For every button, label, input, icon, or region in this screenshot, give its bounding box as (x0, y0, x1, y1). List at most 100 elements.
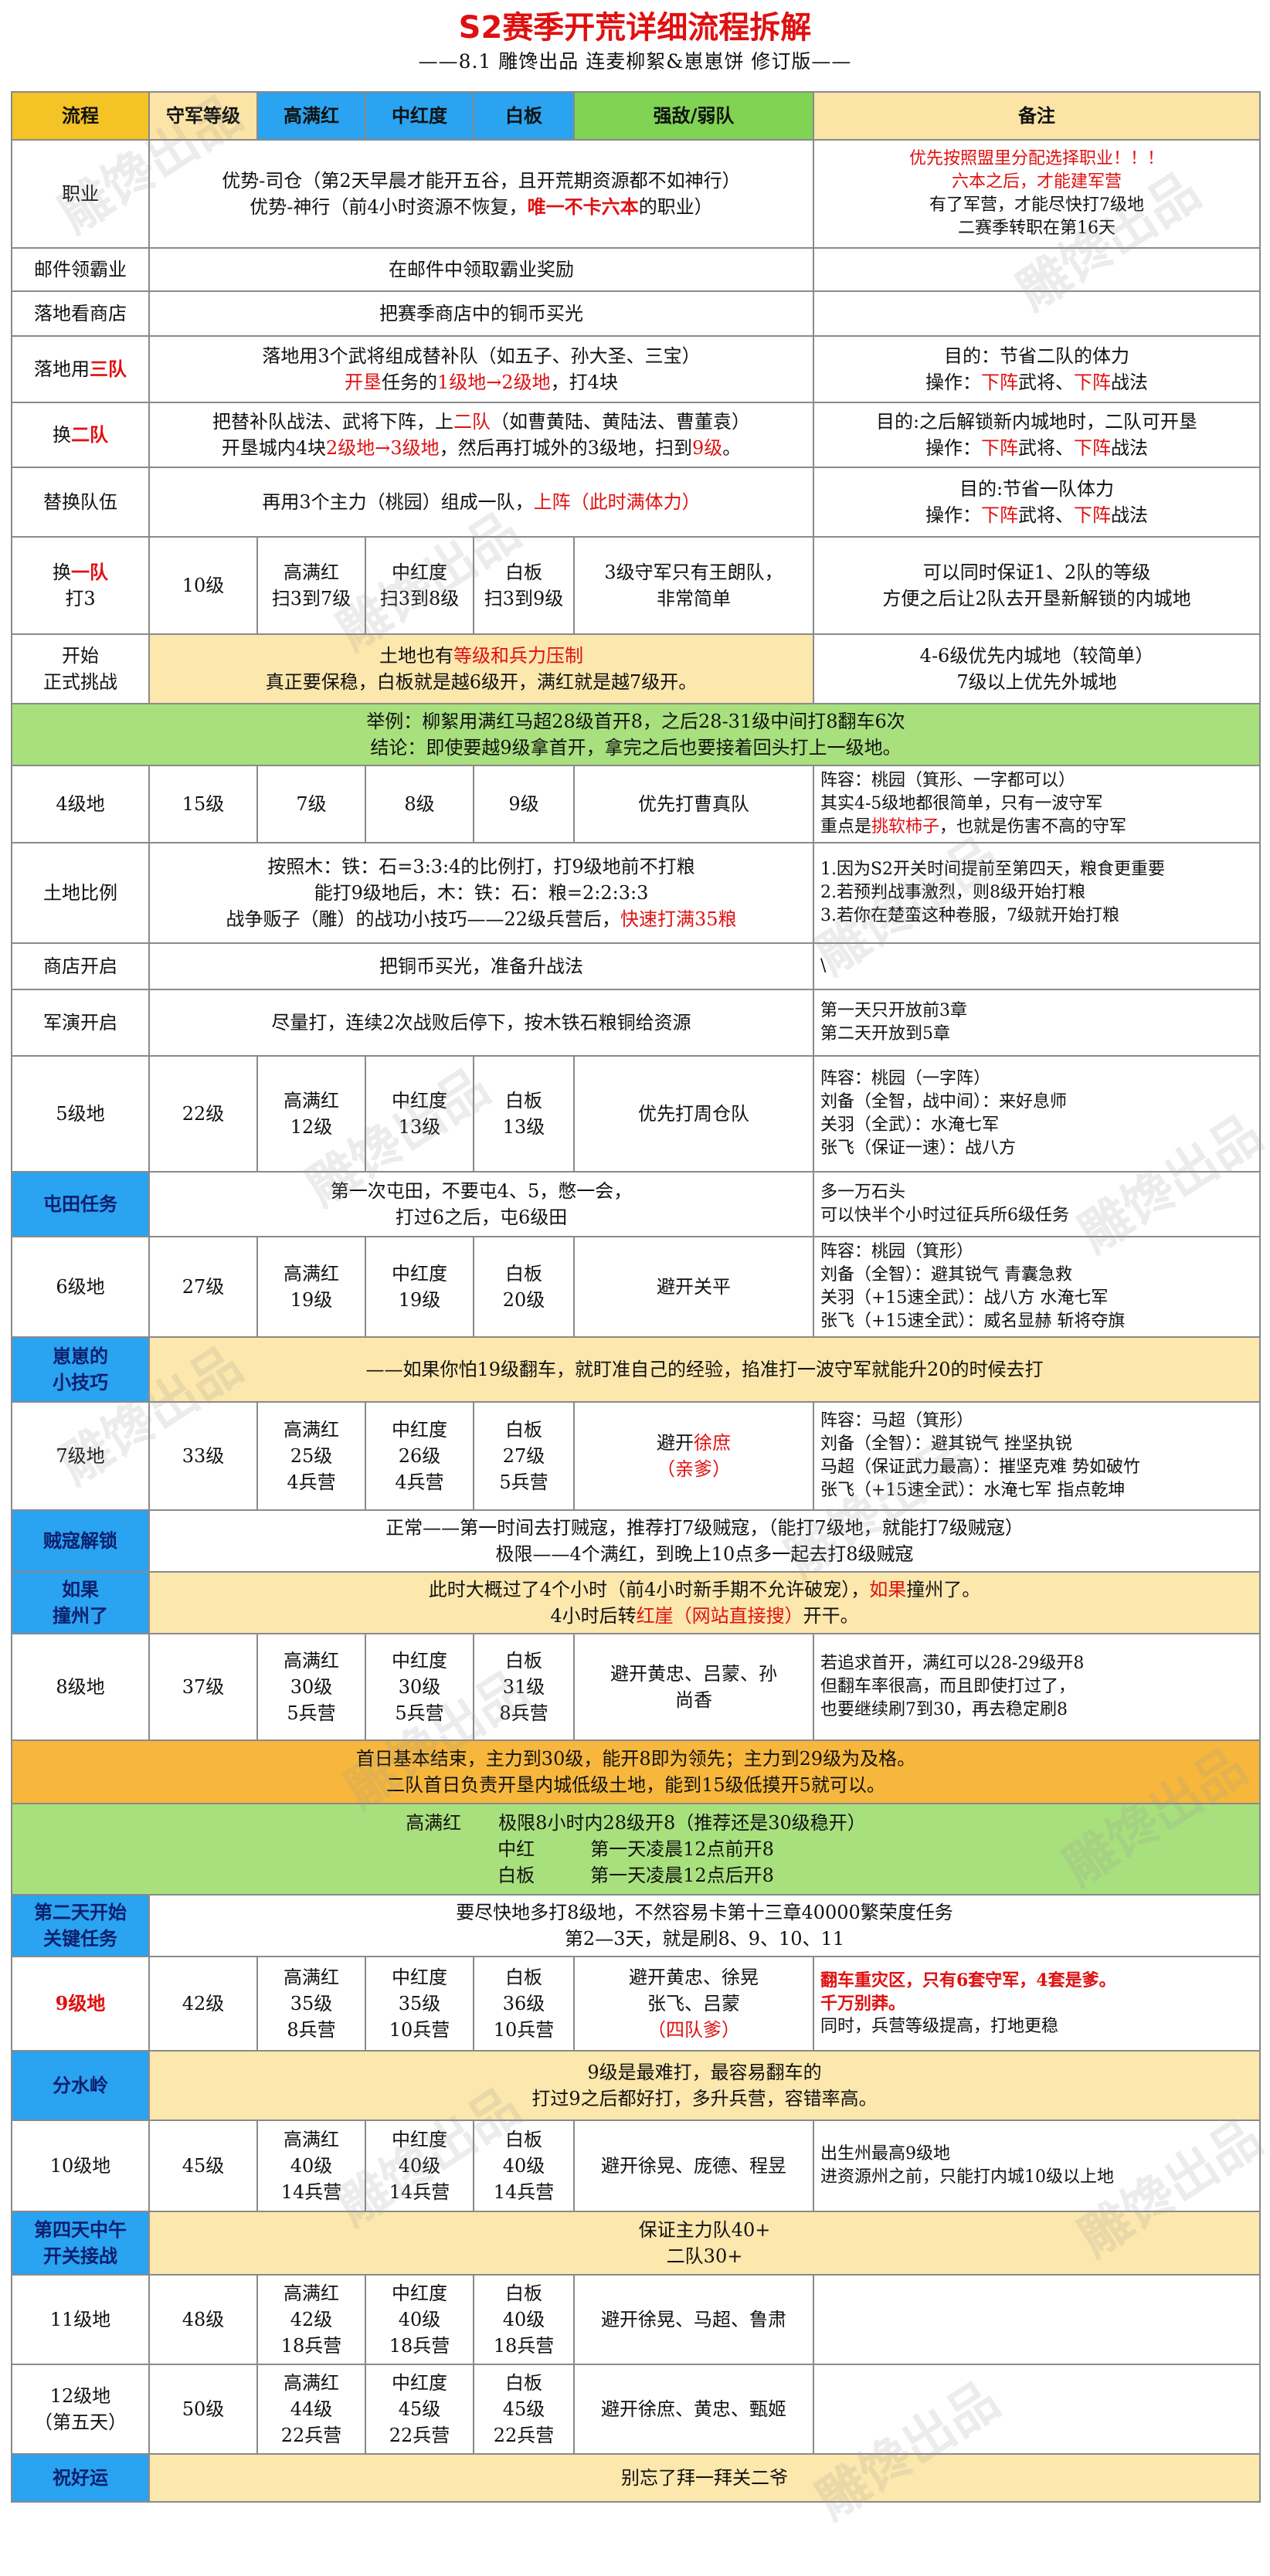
mail-content: 在邮件中领取霸业奖励 (148, 247, 814, 292)
watershed-line1: 9级是最难打，最容易翻车的 (587, 2062, 822, 2083)
team1-enemy: 3级守军只有王朗队， 非常简单 (573, 536, 814, 635)
ratio-line1: 按照木：铁：石=3:3:4的比例打，打9级地前不打粮 (267, 856, 695, 877)
team2-n2a: 操作： (925, 437, 981, 459)
row-start: 开始 正式挑战 土地也有等级和兵力压制 真正要保稳，白板就是越6级开，满红就是越… (11, 633, 1261, 704)
team2-c1b: 二队 (453, 411, 491, 433)
team2-c2c: ，然后再打城外的3级地，扫到 (439, 437, 692, 459)
ratio-line3: 战争贩子（雕）的战功小技巧——22级兵营后，快速打满35粮 (156, 906, 806, 932)
team1-label-a: 换 (53, 562, 71, 583)
label-lv5: 5级地 (11, 1055, 150, 1173)
swap-n2c: 武将、 (1018, 504, 1074, 526)
row-lv8: 8级地 37级 高满红 30级 5兵营 中红度 30级 5兵营 白板 31级 8… (11, 1633, 1261, 1741)
lv7-note: 阵容：马超（箕形） 刘备（全智）：避其锐气 挫坚执锐 马超（保证武力最高）：摧坚… (813, 1401, 1261, 1511)
row-extreme: 高满红 极限8小时内28级开8（推荐还是30级稳开） 中红 第一天凌晨12点前开… (11, 1803, 1261, 1896)
team1-note: 可以同时保证1、2队的等级 方便之后让2队去开垦新解锁的内城地 (813, 536, 1261, 635)
ratio-c3a: 战争贩子（雕）的战功小技巧——22级兵营后， (226, 908, 620, 930)
lv9-level: 42级 (148, 1956, 258, 2052)
bandit-line1: 正常——第一时间去打贼寇，推荐打7级贼寇，（能打7级地，就能打7级贼寇） (385, 1517, 1024, 1539)
lv9-note: 翻车重灾区，只有6套守军，4套是爹。 千万别莽。 同时，兵营等级提高，打地更稳 (813, 1956, 1261, 2052)
youzhou-line1: 此时大概过了4个小时（前4小时新手期不允许破宠），如果撞州了。 (156, 1576, 1253, 1603)
lv11-enemy: 避开徐晃、马超、鲁肃 (573, 2274, 814, 2365)
lv4-n3c: ，也就是伤害不高的守军 (939, 817, 1127, 837)
bandit-line2: 极限——4个满红，到晚上10点多一起去打8级贼寇 (495, 1543, 914, 1565)
team3-label-b: 三队 (90, 358, 127, 380)
day1-line2: 二队首日负责开垦内城低级土地，能到15级低摸开5就可以。 (386, 1774, 885, 1796)
team2-note1: 目的:之后解锁新内城地时，二队可开垦 (875, 411, 1198, 433)
row-tip: 崽崽的 小技巧 ——如果你怕19级翻车，就盯准自己的经验，掐准打一波守军就能升2… (11, 1336, 1261, 1403)
label-career: 职业 (11, 139, 150, 249)
row-youzhou: 如果 撞州了 此时大概过了4个小时（前4小时新手期不允许破宠），如果撞州了。 4… (11, 1571, 1261, 1634)
team2-c2e: 。 (722, 437, 742, 459)
lv8-blank: 白板 31级 8兵营 (473, 1633, 575, 1741)
team3-label-a: 落地用 (34, 358, 90, 380)
label-shop: 落地看商店 (11, 290, 150, 337)
career-note4: 二赛季转职在第16天 (958, 219, 1115, 238)
row-swap: 替换队伍 再用3个主力（桃园）组成一队，上阵（此时满体力） 目的:节省一队体力 … (11, 467, 1261, 538)
lv7-enemy-c: （亲爹） (657, 1458, 731, 1480)
row-day1: 首日基本结束，主力到30级，能开8即为领先；主力到29级为及格。 二队首日负责开… (11, 1739, 1261, 1804)
watershed-content: 9级是最难打，最容易翻车的 打过9之后都好打，多升兵营，容错率高。 (148, 2050, 1261, 2121)
team3-note: 目的：节省二队的体力 操作：下阵武将、下阵战法 (813, 335, 1261, 403)
youzhou-c2a: 4小时后转 (550, 1605, 637, 1627)
header-mid-red: 中红度 (365, 91, 474, 141)
lv6-level: 27级 (148, 1236, 258, 1338)
row-ratio: 土地比例 按照木：铁：石=3:3:4的比例打，打9级地前不打粮 能打9级地后，木… (11, 842, 1261, 944)
lv9-enemy: 避开黄忠、徐晃 张飞、吕蒙 （四队爹） (573, 1956, 814, 2052)
lv11-note (813, 2274, 1261, 2365)
team2-n2d: 下阵 (1074, 437, 1111, 459)
row-career: 职业 优势-司仓（第2天早晨才能开五谷，且开荒期资源都不如神行） 优势-神行（前… (11, 139, 1261, 249)
lv10-note: 出生州最高9级地 进资源州之前，只能打内城10级以上地 (813, 2120, 1261, 2212)
row-example: 举例：柳絮用满红马超28级首开8，之后28-31级中间打8翻车6次 结论：即使要… (11, 703, 1261, 766)
lv12-blank: 白板 45级 22兵营 (473, 2364, 575, 2455)
day4-line2: 二队30+ (666, 2245, 743, 2267)
day2-content: 要尽快地多打8级地，不然容易卡第十三章40000繁荣度任务 第2—3天，就是刷8… (148, 1894, 1261, 1957)
row-mail: 邮件领霸业 在邮件中领取霸业奖励 (11, 247, 1261, 292)
header-high-red: 高满红 (256, 91, 366, 141)
team3-c2d: ，打4块 (550, 372, 618, 393)
team1-high-red: 高满红 扫3到7级 (256, 536, 366, 635)
lv7-level: 33级 (148, 1401, 258, 1511)
team2-c2d: 9级 (691, 437, 723, 459)
team1-blank: 白板 扫3到9级 (473, 536, 575, 635)
lv5-note: 阵容：桃园（一字阵） 刘备（全智，战中间）：来好息师 关羽（全武）：水淹七军 张… (813, 1055, 1261, 1173)
label-shop2: 商店开启 (11, 942, 150, 990)
label-lv8: 8级地 (11, 1633, 150, 1741)
row-lv7: 7级地 33级 高满红 25级 4兵营 中红度 26级 4兵营 白板 27级 5… (11, 1401, 1261, 1511)
row-bandit: 贼寇解锁 正常——第一时间去打贼寇，推荐打7级贼寇，（能打7级地，就能打7级贼寇… (11, 1509, 1261, 1573)
row-lv9: 9级地 42级 高满红 35级 8兵营 中红度 35级 10兵营 白板 36级 … (11, 1956, 1261, 2052)
lv9-mid-red: 中红度 35级 10兵营 (365, 1956, 474, 2052)
lv5-blank: 白板 13级 (473, 1055, 575, 1173)
swap-note2: 操作：下阵武将、下阵战法 (820, 502, 1253, 528)
lv11-level: 48级 (148, 2274, 258, 2365)
youzhou-content: 此时大概过了4个小时（前4小时新手期不允许破宠），如果撞州了。 4小时后转红崖（… (148, 1571, 1261, 1634)
lv10-high-red: 高满红 40级 14兵营 (256, 2120, 366, 2212)
row-drill: 军演开启 尽量打，连续2次战败后停下，按木铁石粮铜给资源 第一天只开放前3章 第… (11, 989, 1261, 1057)
swap-content: 再用3个主力（桃园）组成一队，上阵（此时满体力） (148, 467, 814, 538)
farm-line2: 打过6之后，屯6级田 (395, 1207, 568, 1228)
lv10-mid-red: 中红度 40级 14兵营 (365, 2120, 474, 2212)
team3-n2c: 武将、 (1018, 372, 1074, 393)
team2-content: 把替补队战法、武将下阵，上二队（如曹黄陆、黄陆法、曹董袁） 开垦城内4块2级地→… (148, 402, 814, 468)
row-lv11: 11级地 48级 高满红 42级 18兵营 中红度 40级 18兵营 白板 40… (11, 2274, 1261, 2365)
label-bandit: 贼寇解锁 (11, 1509, 150, 1573)
team2-c2a: 开垦城内4块 (221, 437, 327, 459)
day4-content: 保证主力队40+ 二队30+ (148, 2211, 1261, 2276)
lv5-high-red: 高满红 12级 (256, 1055, 366, 1173)
team3-line1: 落地用3个武将组成替补队（如五子、孙大圣、三宝） (262, 345, 701, 367)
team2-n2e: 战法 (1111, 437, 1148, 459)
lv6-blank: 白板 20级 (473, 1236, 575, 1338)
example-content: 举例：柳絮用满红马超28级首开8，之后28-31级中间打8翻车6次 结论：即使要… (11, 703, 1261, 766)
start-c1a: 土地也有 (379, 645, 453, 667)
lv4-mid-red: 8级 (365, 765, 474, 843)
ratio-note3: 3.若你在楚蛮这种卷服，7级就开始打粮 (820, 906, 1119, 925)
row-lv5: 5级地 22级 高满红 12级 中红度 13级 白板 13级 优先打周仓队 阵容… (11, 1055, 1261, 1173)
team1-mid-red: 中红度 扫3到8级 (365, 536, 474, 635)
swap-n2a: 操作： (925, 504, 981, 526)
lv9-blank: 白板 36级 10兵营 (473, 1956, 575, 2052)
start-line2: 真正要保稳，白板就是越6级开，满红就是越7级开。 (265, 671, 698, 693)
day2-line1: 要尽快地多打8级地，不然容易卡第十三章40000繁荣度任务 (456, 1902, 953, 1923)
ratio-c3b: 快速打满35粮 (620, 908, 737, 930)
row-day4: 第四天中午 开关接战 保证主力队40+ 二队30+ (11, 2211, 1261, 2276)
lv9-high-red: 高满红 35级 8兵营 (256, 1956, 366, 2052)
lv7-enemy: 避开徐庶 （亲爹） (573, 1401, 814, 1511)
